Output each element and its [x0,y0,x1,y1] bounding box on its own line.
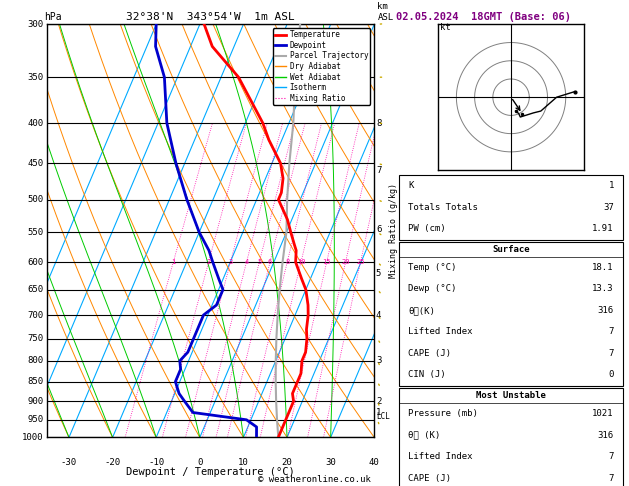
Text: 316: 316 [598,431,614,439]
Text: 800: 800 [27,356,43,365]
Text: 1: 1 [376,408,381,417]
Text: Dewp (°C): Dewp (°C) [408,284,457,294]
Text: 600: 600 [27,258,43,267]
Text: Totals Totals: Totals Totals [408,203,478,212]
Text: 7: 7 [376,167,381,175]
Text: 5: 5 [257,259,262,265]
Text: 0: 0 [608,370,614,380]
Text: 20: 20 [342,259,350,265]
Text: 1.91: 1.91 [593,224,614,233]
Text: 7: 7 [608,349,614,358]
Text: CAPE (J): CAPE (J) [408,473,452,483]
Text: Mixing Ratio (g/kg): Mixing Ratio (g/kg) [389,183,398,278]
Bar [399,388,623,486]
Text: 13.3: 13.3 [593,284,614,294]
Text: 0: 0 [197,458,203,467]
Text: -10: -10 [148,458,164,467]
Text: km
ASL: km ASL [377,2,394,22]
Text: kt: kt [440,23,451,32]
Text: 30: 30 [325,458,336,467]
Text: 8: 8 [285,259,289,265]
Text: 350: 350 [27,73,43,82]
Text: Temp (°C): Temp (°C) [408,263,457,272]
Text: 6: 6 [376,225,381,234]
Text: 2: 2 [206,259,211,265]
Text: -20: -20 [104,458,121,467]
Text: 450: 450 [27,159,43,168]
Text: 7: 7 [608,473,614,483]
Text: 6: 6 [268,259,272,265]
Text: 7: 7 [608,328,614,336]
Text: 4: 4 [245,259,248,265]
Text: θᴇ (K): θᴇ (K) [408,431,440,439]
Bar [399,175,623,240]
Text: CIN (J): CIN (J) [408,370,446,380]
Text: 32°38'N  343°54'W  1m ASL: 32°38'N 343°54'W 1m ASL [126,12,295,22]
Text: 4: 4 [376,311,381,319]
Text: Dewpoint / Temperature (°C): Dewpoint / Temperature (°C) [126,467,295,477]
Text: 3: 3 [228,259,233,265]
Text: Lifted Index: Lifted Index [408,328,473,336]
Text: Lifted Index: Lifted Index [408,452,473,461]
Text: 900: 900 [27,397,43,406]
Text: 650: 650 [27,285,43,294]
Text: 300: 300 [27,20,43,29]
Text: 750: 750 [27,334,43,343]
Text: 850: 850 [27,377,43,386]
Legend: Temperature, Dewpoint, Parcel Trajectory, Dry Adiabat, Wet Adiabat, Isotherm, Mi: Temperature, Dewpoint, Parcel Trajectory… [273,28,370,105]
Text: K: K [408,181,414,190]
Text: Most Unstable: Most Unstable [476,391,546,400]
Text: 1021: 1021 [593,409,614,418]
Text: LCL: LCL [376,412,390,421]
Text: 18.1: 18.1 [593,263,614,272]
Text: 1: 1 [171,259,175,265]
Text: 1: 1 [608,181,614,190]
Text: 1000: 1000 [22,433,43,442]
Text: 950: 950 [27,416,43,424]
Text: 20: 20 [282,458,292,467]
Text: 3: 3 [376,356,381,365]
Text: 15: 15 [323,259,331,265]
Text: 02.05.2024  18GMT (Base: 06): 02.05.2024 18GMT (Base: 06) [396,12,571,22]
Text: 25: 25 [356,259,365,265]
Text: hPa: hPa [44,12,62,22]
Text: 10: 10 [297,259,305,265]
Text: 500: 500 [27,195,43,204]
Text: 316: 316 [598,306,614,315]
Text: 37: 37 [603,203,614,212]
Text: Pressure (mb): Pressure (mb) [408,409,478,418]
Text: θᴇ(K): θᴇ(K) [408,306,435,315]
Text: 2: 2 [376,397,381,406]
Text: 5: 5 [376,269,381,278]
Text: -30: -30 [61,458,77,467]
Text: 10: 10 [238,458,249,467]
Text: 700: 700 [27,311,43,319]
Text: 7: 7 [608,452,614,461]
Bar [399,242,623,386]
Text: 8: 8 [376,119,381,127]
Text: 400: 400 [27,119,43,127]
Text: Surface: Surface [493,245,530,254]
Text: PW (cm): PW (cm) [408,224,446,233]
Text: CAPE (J): CAPE (J) [408,349,452,358]
Text: 40: 40 [369,458,380,467]
Text: 550: 550 [27,228,43,237]
Text: © weatheronline.co.uk: © weatheronline.co.uk [258,474,371,484]
